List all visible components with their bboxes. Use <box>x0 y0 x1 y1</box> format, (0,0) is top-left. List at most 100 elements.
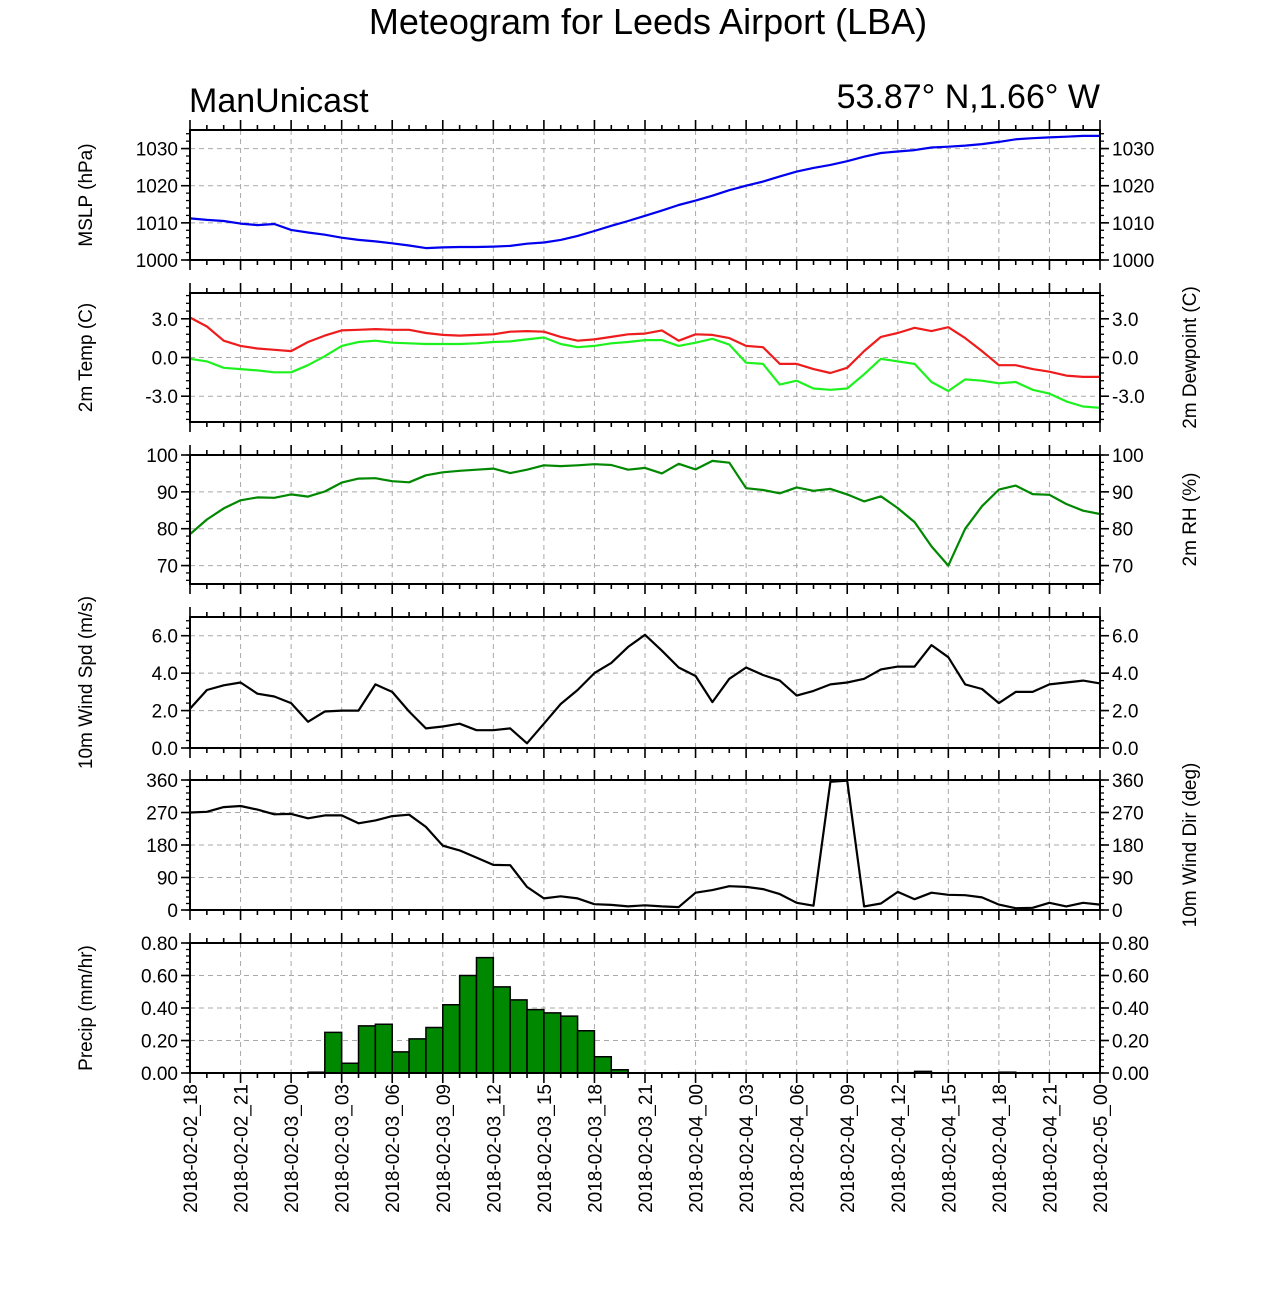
x-tick-label: 2018-02-04_00 <box>687 1084 708 1213</box>
x-tick-label: 2018-02-04_03 <box>737 1084 758 1213</box>
y-tick-label-left: 0 <box>167 901 178 922</box>
x-tick-label: 2018-02-03_21 <box>636 1084 657 1213</box>
mslp-series-line-0 <box>189 134 1100 250</box>
x-tick-label: 2018-02-03_03 <box>333 1084 354 1213</box>
y-axis-title-left: 2m Temp (C) <box>76 303 97 412</box>
y-tick-label-right: 0.00 <box>1112 1064 1149 1085</box>
y-tick-label-left: 2.0 <box>152 702 178 723</box>
y-tick-label-left: 90 <box>157 869 178 890</box>
y-tick-label-left: 0.00 <box>141 1064 178 1085</box>
x-tick-label: 2018-02-04_21 <box>1040 1084 1061 1213</box>
y-axis-title-left: Precip (mm/hr) <box>76 945 97 1071</box>
y-axis-title-left: 10m Wind Spd (m/s) <box>76 596 97 769</box>
y-tick-label-right: 0.60 <box>1112 967 1149 988</box>
panel-precipitation: 0.00 0.00 0.20 0.20 0.40 0.40 0.60 0.60 0.80 0.80… <box>76 933 1149 1085</box>
y-tick-label-right: 0.80 <box>1112 934 1149 955</box>
y-tick-label-left: 0.0 <box>152 349 178 370</box>
y-tick-label-left: 100 <box>146 446 178 467</box>
x-tick-label: 2018-02-04_18 <box>990 1084 1011 1213</box>
x-tick-label: 2018-02-04_09 <box>838 1084 859 1213</box>
y-tick-label-right: 100 <box>1112 446 1144 467</box>
y-tick-label-right: 0.0 <box>1112 349 1138 370</box>
y-tick-label-right: 6.0 <box>1112 627 1138 648</box>
y-tick-label-right: 2.0 <box>1112 702 1138 723</box>
panel-temperature: -3.0 -3.0 0.0 0.0 3.0 3.0 2m Temp (C) 2m Dewpoi… <box>76 283 1201 432</box>
x-axis: 2018-02-02_18 2018-02-02_21 2018-02-03_00 2… <box>181 1084 1112 1213</box>
precip-bar <box>509 999 528 1074</box>
x-tick-label: 2018-02-02_18 <box>181 1084 202 1213</box>
y-axis-title-right: 2m RH (%) <box>1180 473 1201 567</box>
humidity-series-line-0 <box>189 459 1101 567</box>
precip-bar <box>442 1004 461 1074</box>
precip-bar <box>357 1025 377 1074</box>
y-tick-label-right: 0.0 <box>1112 739 1138 760</box>
y-tick-label-left: 0.80 <box>141 934 178 955</box>
precip-bar <box>576 1030 596 1074</box>
y-axis-title-right: 10m Wind Dir (deg) <box>1180 763 1201 928</box>
y-tick-label-left: 90 <box>157 483 178 504</box>
y-tick-label-right: 1000 <box>1112 251 1154 272</box>
y-tick-label-right: 3.0 <box>1112 310 1138 331</box>
panel-mslp: 1000 1000 1010 1010 1020 1020 1030 1030 MSLP (hP… <box>76 120 1154 272</box>
y-tick-label-right: 80 <box>1112 520 1133 541</box>
y-tick-label-right: -3.0 <box>1112 387 1145 408</box>
y-tick-label-right: 1010 <box>1112 214 1154 235</box>
location-label: 53.87° N,1.66° W <box>837 78 1100 116</box>
y-tick-label-right: 0.20 <box>1112 1032 1149 1053</box>
x-tick-label: 2018-02-04_15 <box>939 1084 960 1213</box>
x-tick-label: 2018-02-04_06 <box>788 1084 809 1213</box>
precip-bar <box>526 1008 545 1074</box>
y-tick-label-right: 1030 <box>1112 140 1154 161</box>
chart-title: Meteogram for Leeds Airport (LBA) <box>369 1 927 42</box>
y-tick-label-right: 90 <box>1112 869 1133 890</box>
wind_direction-series-line-0 <box>189 779 1101 910</box>
x-tick-label: 2018-02-03_09 <box>434 1084 455 1213</box>
precip-bar <box>559 1015 579 1074</box>
temperature-series-line-1 <box>189 336 1101 409</box>
y-tick-label-left: 80 <box>157 520 178 541</box>
y-tick-label-left: 1010 <box>136 214 178 235</box>
precip-bar <box>425 1026 444 1074</box>
y-tick-label-left: 0.60 <box>141 967 178 988</box>
precip-bar <box>593 1056 613 1074</box>
y-tick-label-left: -3.0 <box>145 387 178 408</box>
y-tick-label-right: 90 <box>1112 483 1133 504</box>
precip-bar <box>475 956 495 1074</box>
y-tick-label-right: 270 <box>1112 804 1144 825</box>
y-tick-label-left: 360 <box>146 771 178 792</box>
x-tick-label: 2018-02-02_21 <box>232 1084 253 1213</box>
panel-wind_speed: 0.0 0.0 2.0 2.0 4.0 4.0 6.0 6.0 10m Wind Spd (m/… <box>76 596 1138 769</box>
y-axis-title-left: MSLP (hPa) <box>76 143 97 246</box>
y-tick-label-left: 1030 <box>136 140 178 161</box>
y-tick-label-left: 3.0 <box>152 310 178 331</box>
y-tick-label-left: 70 <box>157 557 178 578</box>
model-label: ManUnicast <box>189 82 369 120</box>
y-tick-label-left: 180 <box>146 836 178 857</box>
y-axis-title-right: 2m Dewpoint (C) <box>1180 286 1201 429</box>
precip-bar <box>543 1012 562 1074</box>
y-tick-label-left: 4.0 <box>152 664 178 685</box>
x-tick-label: 2018-02-03_12 <box>484 1084 505 1213</box>
x-tick-label: 2018-02-03_00 <box>282 1084 303 1213</box>
temperature-series-line-0 <box>189 316 1100 378</box>
y-tick-label-left: 270 <box>146 804 178 825</box>
y-tick-label-right: 0 <box>1112 901 1123 922</box>
precip-bar <box>458 974 478 1074</box>
precip-bar <box>391 1051 410 1074</box>
precip-bar <box>492 986 511 1074</box>
y-tick-label-right: 1020 <box>1112 177 1154 198</box>
x-tick-label: 2018-02-03_06 <box>383 1084 404 1213</box>
precip-bar <box>408 1038 427 1074</box>
x-tick-label: 2018-02-04_12 <box>889 1084 910 1213</box>
x-tick-label: 2018-02-03_15 <box>535 1084 556 1213</box>
y-tick-label-right: 360 <box>1112 771 1144 792</box>
y-tick-label-left: 1000 <box>136 251 178 272</box>
y-tick-label-left: 6.0 <box>152 627 178 648</box>
y-tick-label-right: 180 <box>1112 836 1144 857</box>
y-tick-label-right: 70 <box>1112 557 1133 578</box>
y-tick-label-left: 1020 <box>136 177 178 198</box>
y-tick-label-right: 0.40 <box>1112 999 1149 1020</box>
precip-bar <box>374 1023 393 1074</box>
